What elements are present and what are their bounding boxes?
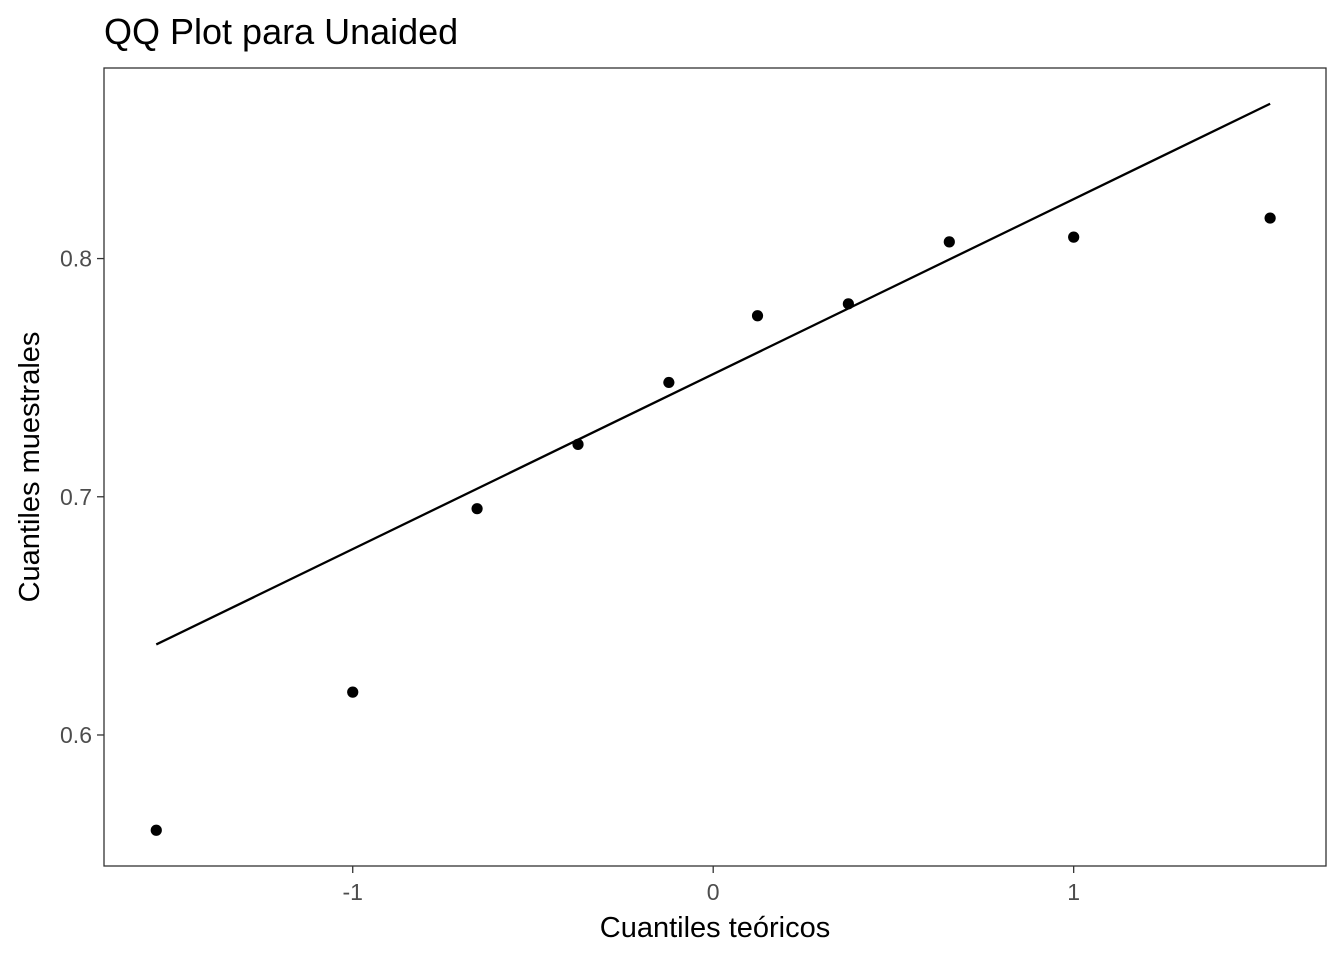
y-tick-label: 0.8 <box>60 246 92 272</box>
data-point <box>347 686 359 698</box>
data-point <box>471 503 483 515</box>
y-tick-label: 0.6 <box>60 722 92 748</box>
x-axis-title: Cuantiles teóricos <box>600 912 831 944</box>
qq-reference-line <box>155 102 1271 646</box>
points-group <box>150 212 1276 836</box>
x-tick-label: -1 <box>342 879 362 905</box>
data-point <box>150 824 162 836</box>
data-point <box>1068 231 1080 243</box>
x-tick-label: 1 <box>1067 879 1080 905</box>
data-point <box>572 438 584 450</box>
x-axis-ticks: -1 0 1 <box>342 866 1080 905</box>
y-tick-label: 0.7 <box>60 484 92 510</box>
chart-title: QQ Plot para Unaided <box>104 11 458 52</box>
data-point <box>1264 212 1276 224</box>
plot-panel <box>103 67 1327 867</box>
y-axis-ticks: 0.6 0.7 0.8 <box>60 246 104 748</box>
data-point <box>842 298 854 310</box>
data-point <box>751 310 764 322</box>
x-tick-label: 0 <box>707 879 720 905</box>
reference-line-group <box>155 102 1271 646</box>
y-axis-title: Cuantiles muestrales <box>14 332 46 603</box>
data-point <box>943 236 955 248</box>
data-point <box>663 376 675 389</box>
